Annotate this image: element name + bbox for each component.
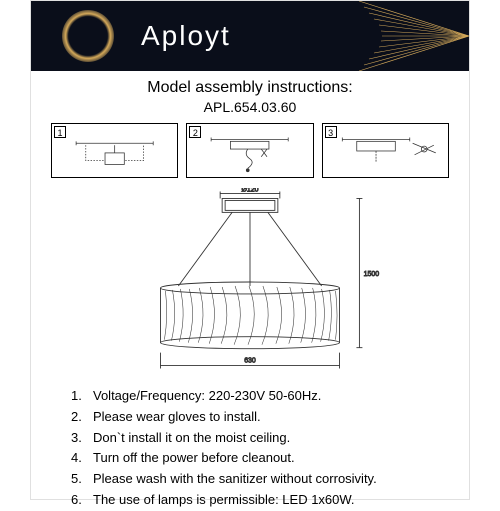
- step-number: 1: [54, 126, 66, 138]
- instruction-num: 3.: [71, 428, 93, 449]
- instruction-item: 6. The use of lamps is permissible: LED …: [71, 490, 439, 511]
- instruction-text: Please wear gloves to install.: [93, 407, 261, 428]
- instruction-num: 6.: [71, 490, 93, 511]
- step-number: 2: [189, 126, 201, 138]
- brand-name: Aployt: [141, 20, 231, 52]
- step-panel: 2: [186, 123, 313, 178]
- instruction-num: 1.: [71, 386, 93, 407]
- instruction-text: Please wash with the sanitizer without c…: [93, 469, 377, 490]
- eclipse-logo-icon: [61, 9, 115, 63]
- instruction-num: 5.: [71, 469, 93, 490]
- step3-icon: [323, 124, 448, 177]
- dim-bottom: 630: [244, 358, 256, 365]
- instruction-item: 5. Please wash with the sanitizer withou…: [71, 469, 439, 490]
- page-title: Model assembly instructions:: [31, 79, 469, 97]
- product-diagram: Ø120: [61, 188, 439, 378]
- instruction-text: Don`t install it on the moist ceiling.: [93, 428, 290, 449]
- chandelier-diagram-icon: Ø120: [61, 188, 439, 378]
- instruction-num: 4.: [71, 448, 93, 469]
- instruction-text: The use of lamps is permissible: LED 1x6…: [93, 490, 355, 511]
- step-number: 3: [325, 126, 337, 138]
- instruction-item: 1. Voltage/Frequency: 220-230V 50-60Hz.: [71, 386, 439, 407]
- instruction-text: Voltage/Frequency: 220-230V 50-60Hz.: [93, 386, 321, 407]
- instruction-item: 2. Please wear gloves to install.: [71, 407, 439, 428]
- step1-icon: [52, 124, 177, 177]
- step-panel: 3: [322, 123, 449, 178]
- dim-height: 1500: [364, 271, 380, 278]
- step-panel: 1: [51, 123, 178, 178]
- model-number: APL.654.03.60: [31, 99, 469, 115]
- instruction-item: 4. Turn off the power before cleanout.: [71, 448, 439, 469]
- dim-top: Ø120: [241, 188, 258, 193]
- instruction-sheet: Aployt Model assembly instructions: APL.…: [30, 0, 470, 500]
- instruction-item: 3. Don`t install it on the moist ceiling…: [71, 428, 439, 449]
- brand-bar: Aployt: [31, 1, 469, 71]
- instruction-num: 2.: [71, 407, 93, 428]
- rays-icon: [349, 1, 469, 71]
- step2-icon: [187, 124, 312, 177]
- assembly-steps: 1 2 3: [51, 123, 449, 178]
- instructions-list: 1. Voltage/Frequency: 220-230V 50-60Hz. …: [71, 386, 439, 511]
- instruction-text: Turn off the power before cleanout.: [93, 448, 295, 469]
